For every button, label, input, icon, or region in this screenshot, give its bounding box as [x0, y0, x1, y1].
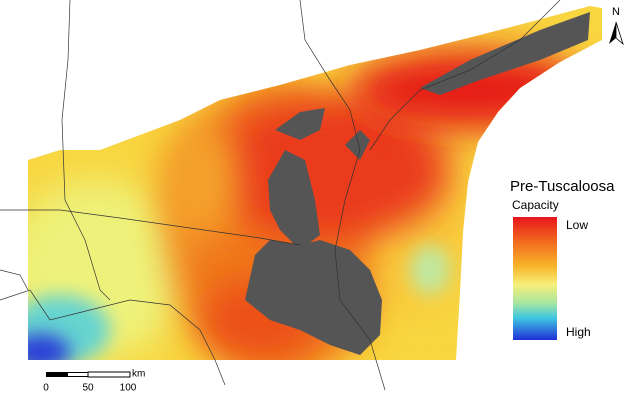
legend-colorbar	[513, 217, 557, 340]
legend: Pre-Tuscaloosa Capacity Low High	[510, 178, 615, 340]
north-label: N	[612, 6, 620, 18]
legend-low: Low	[566, 218, 588, 232]
scale-label: 0	[43, 383, 49, 394]
scale-label: 50	[82, 383, 94, 394]
scale-unit: km	[132, 369, 145, 380]
legend-title: Pre-Tuscaloosa	[510, 178, 615, 195]
legend-subtitle: Capacity	[512, 198, 559, 212]
legend-high: High	[566, 325, 591, 339]
north-arrow: N	[609, 6, 624, 46]
excluded-zones	[245, 12, 590, 355]
scale-label: 100	[120, 383, 137, 394]
boundaries	[0, 0, 561, 391]
scale-bar: km 0 50 100	[43, 369, 145, 394]
